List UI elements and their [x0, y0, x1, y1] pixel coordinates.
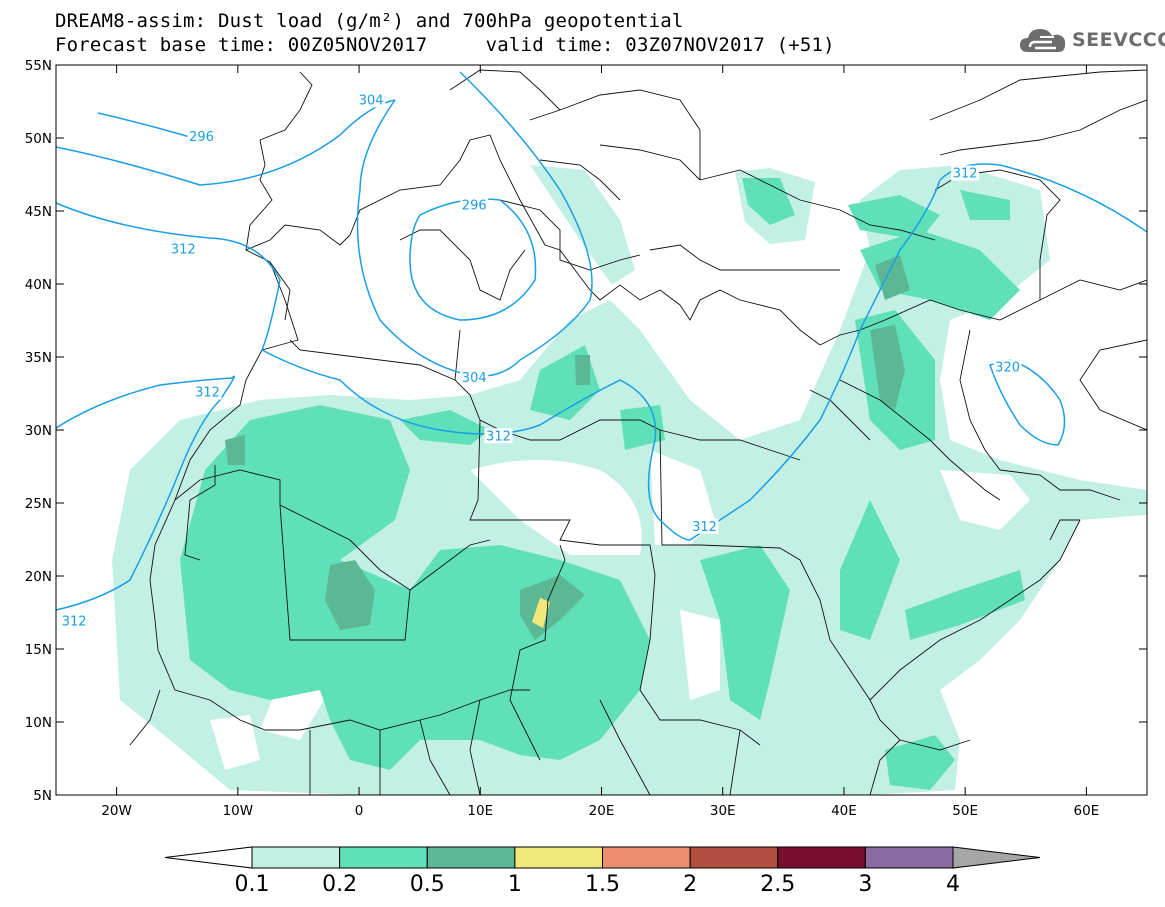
contour-label: 312 [692, 520, 717, 535]
dust-load-shading [112, 165, 1147, 795]
colorbar-swatch [514, 846, 603, 869]
colorbar-swatch [689, 846, 779, 869]
lon-tick-label: 40E [831, 803, 857, 819]
lat-tick-label: 50N [25, 131, 52, 147]
colorbar-swatch [426, 846, 516, 869]
colorbar-level-label: 2 [683, 872, 697, 897]
colorbar-level-label: 0.2 [322, 872, 357, 897]
contour-label: 320 [995, 361, 1020, 376]
country-borders [129, 69, 1147, 795]
lon-tick-label: 50E [952, 803, 978, 819]
geopotential-contours [56, 71, 1147, 611]
lon-tick-label: 10E [467, 803, 493, 819]
colorbar-under-triangle [164, 846, 253, 869]
contour-label-background [484, 428, 513, 444]
contour-label: 312 [62, 615, 87, 630]
colorbar-level-label: 2.5 [760, 872, 795, 897]
colorbar-level-label: 0.5 [410, 872, 445, 897]
contour-label-background [357, 92, 386, 108]
longitude-axis: 20W 10W 0 10E 20E 30E 40E 50E 60E [101, 65, 1099, 819]
colorbar-swatch [602, 846, 691, 869]
colorbar-swatch [251, 846, 341, 869]
colorbar-level-label: 4 [946, 872, 960, 897]
colorbar-level-label: 1.5 [585, 872, 620, 897]
lat-tick-label: 35N [25, 350, 52, 366]
contour-label: 304 [462, 371, 487, 386]
contour-label-background [460, 369, 489, 385]
lat-tick-label: 25N [25, 496, 52, 512]
contour-label-background [690, 518, 719, 534]
contour-label-background [169, 241, 198, 257]
lat-tick-label: 20N [25, 569, 52, 585]
lon-tick-label: 60E [1074, 803, 1100, 819]
colorbar-over-triangle [952, 846, 1041, 869]
colorbar-level-label: 3 [858, 872, 872, 897]
contour-label: 312 [486, 429, 511, 444]
contour-label: 296 [462, 199, 487, 214]
logo-text: SEEVCCC [1072, 29, 1165, 51]
lon-tick-label: 30E [710, 803, 736, 819]
lon-tick-label: 10W [223, 803, 254, 819]
forecast-time-line: Forecast base time: 00Z05NOV2017 valid t… [55, 34, 835, 56]
lat-tick-label: 5N [33, 788, 52, 804]
lon-tick-label: 20E [589, 803, 615, 819]
contour-label: 312 [171, 242, 196, 257]
contour-label-background [460, 197, 489, 213]
contour-label-background [993, 359, 1022, 375]
lat-tick-label: 30N [25, 423, 52, 439]
map-title: DREAM8-assim: Dust load (g/m²) and 700hP… [55, 10, 684, 32]
colorbar-swatch [777, 846, 866, 869]
contour-label: 296 [189, 130, 214, 145]
lat-tick-label: 40N [25, 277, 52, 293]
contour-label: 312 [195, 386, 220, 401]
dust-0.2-0.5 [180, 178, 1025, 790]
contour-label-background [951, 165, 980, 181]
dust-1-1.5 [532, 598, 550, 628]
latitude-axis: 55N 50N 45N 40N 35N 30N 25N 20N 15N 10N 5N [25, 58, 1147, 804]
lon-tick-label: 20W [101, 803, 132, 819]
lat-tick-label: 15N [25, 642, 52, 658]
lat-tick-label: 55N [25, 58, 52, 74]
lon-tick-label: 0 [355, 803, 364, 819]
contour-label-background [60, 613, 89, 629]
contour-label: 304 [359, 94, 384, 109]
colorbar-swatch [339, 846, 428, 869]
seevccc-logo: SEEVCCC [1018, 24, 1165, 56]
cloud-icon [1020, 29, 1066, 52]
lat-tick-label: 45N [25, 204, 52, 220]
colorbar-swatch [864, 846, 954, 869]
contour-labels: 304 296 296 312 304 312 312 312 312 312 320 [60, 92, 1022, 630]
colorbar-legend: 0.1 0.2 0.5 1 1.5 2 2.5 3 4 [164, 846, 1041, 897]
colorbar-level-label: 0.1 [235, 872, 270, 897]
contour-label-background [187, 129, 216, 144]
lat-tick-label: 10N [25, 715, 52, 731]
contour-label-background [193, 384, 222, 400]
colorbar-level-label: 1 [508, 872, 522, 897]
contour-label: 312 [953, 167, 978, 182]
